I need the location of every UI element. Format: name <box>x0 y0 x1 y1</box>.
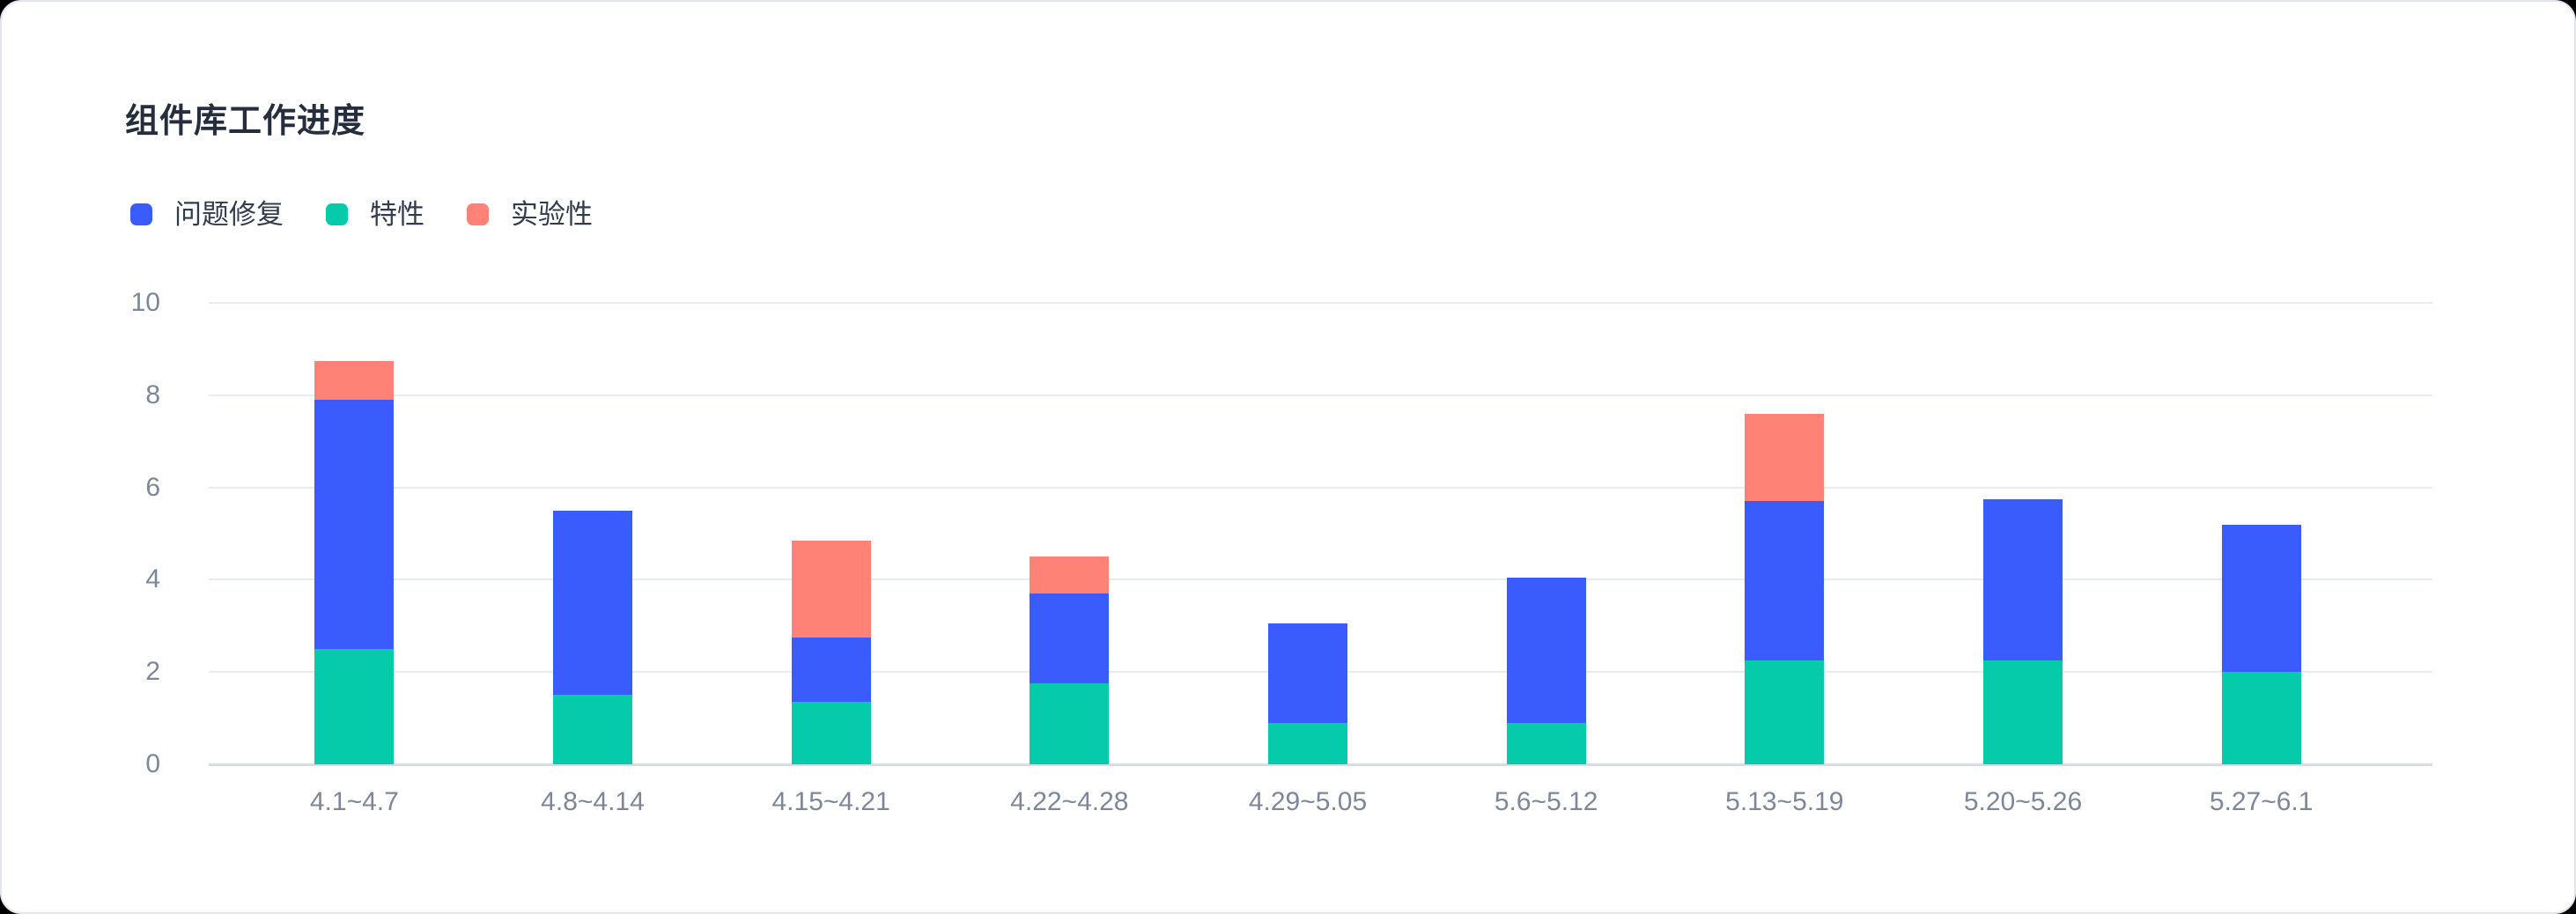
x-axis-label: 4.29~5.05 <box>1248 787 1368 816</box>
bar-stack <box>1267 623 1347 764</box>
bar-segment-feature[interactable] <box>314 649 395 764</box>
y-axis-label: 4 <box>145 564 160 594</box>
bar-segment-bugfix[interactable] <box>1267 623 1347 723</box>
bar-stack <box>552 510 632 764</box>
legend-swatch-experimental-icon <box>467 203 489 225</box>
category-band: 4.1~4.7 <box>235 303 474 815</box>
gridline <box>209 302 2432 304</box>
x-axis-label: 4.22~4.28 <box>1010 787 1129 816</box>
bar-segment-experimental[interactable] <box>1745 413 1825 502</box>
bar-segment-experimental[interactable] <box>1030 557 1110 594</box>
bar-stack <box>791 540 871 764</box>
bar-segment-bugfix[interactable] <box>1030 593 1110 684</box>
category-band: 4.29~5.05 <box>1189 303 1428 815</box>
bar-stack <box>1745 413 1825 764</box>
bar-segment-experimental[interactable] <box>791 540 871 638</box>
legend-label-feature: 特性 <box>370 199 424 230</box>
x-axis-baseline <box>209 763 2432 766</box>
bar-segment-bugfix[interactable] <box>791 637 871 703</box>
gridline <box>209 579 2432 581</box>
x-axis-label: 5.27~6.1 <box>2209 787 2314 816</box>
bar-stack <box>1982 498 2063 764</box>
bar-segment-feature[interactable] <box>552 695 632 764</box>
legend-item-experimental[interactable]: 实验性 <box>467 201 593 228</box>
x-axis-label: 4.15~4.21 <box>771 787 890 816</box>
x-axis-label: 4.8~4.14 <box>541 787 645 816</box>
x-axis-label: 5.20~5.26 <box>1963 787 2083 816</box>
legend-label-experimental: 实验性 <box>511 199 593 230</box>
category-band: 5.20~5.26 <box>1904 303 2143 815</box>
gridline <box>209 486 2432 489</box>
bar-stack <box>1506 577 1586 764</box>
category-band: 4.15~4.21 <box>712 303 950 815</box>
legend-item-feature[interactable]: 特性 <box>326 201 424 228</box>
bar-segment-bugfix[interactable] <box>552 510 632 696</box>
bar-segment-feature[interactable] <box>2221 672 2301 764</box>
y-axis-label: 8 <box>145 380 160 409</box>
y-axis-label: 0 <box>145 749 160 778</box>
y-axis-label: 6 <box>145 472 160 502</box>
bar-segment-feature[interactable] <box>1267 722 1347 764</box>
category-band: 5.13~5.19 <box>1665 303 1904 815</box>
bar-segment-bugfix[interactable] <box>1506 577 1586 723</box>
bar-segment-feature[interactable] <box>1745 660 1825 764</box>
bar-segment-bugfix[interactable] <box>1982 498 2063 661</box>
legend-swatch-bugfix-icon <box>130 203 152 225</box>
bar-segment-feature[interactable] <box>791 702 871 764</box>
chart-title: 组件库工作进度 <box>125 103 366 140</box>
legend: 问题修复 特性 实验性 <box>130 201 593 228</box>
bar-stack <box>314 360 395 764</box>
gridline <box>209 394 2432 396</box>
bar-segment-bugfix[interactable] <box>314 400 395 649</box>
x-axis-label: 5.6~5.12 <box>1494 787 1598 816</box>
bar-segment-feature[interactable] <box>1506 722 1586 764</box>
legend-swatch-feature-icon <box>326 203 348 225</box>
bar-segment-bugfix[interactable] <box>2221 524 2301 673</box>
legend-label-bugfix: 问题修复 <box>174 199 284 230</box>
y-axis-label: 2 <box>145 657 160 687</box>
bar-segment-feature[interactable] <box>1982 660 2063 764</box>
bar-stack <box>1030 557 1110 764</box>
x-axis-label: 4.1~4.7 <box>309 787 399 816</box>
bar-segment-bugfix[interactable] <box>1745 501 1825 661</box>
category-band: 5.6~5.12 <box>1427 303 1665 815</box>
category-band: 4.22~4.28 <box>950 303 1189 815</box>
x-axis-label: 5.13~5.19 <box>1725 787 1844 816</box>
bar-segment-experimental[interactable] <box>314 360 395 401</box>
bar-segment-feature[interactable] <box>1030 683 1110 764</box>
category-band: 4.8~4.14 <box>474 303 712 815</box>
category-band: 5.27~6.1 <box>2142 303 2380 815</box>
bar-stack <box>2221 524 2301 764</box>
y-axis-label: 10 <box>130 288 160 317</box>
legend-item-bugfix[interactable]: 问题修复 <box>130 201 284 228</box>
